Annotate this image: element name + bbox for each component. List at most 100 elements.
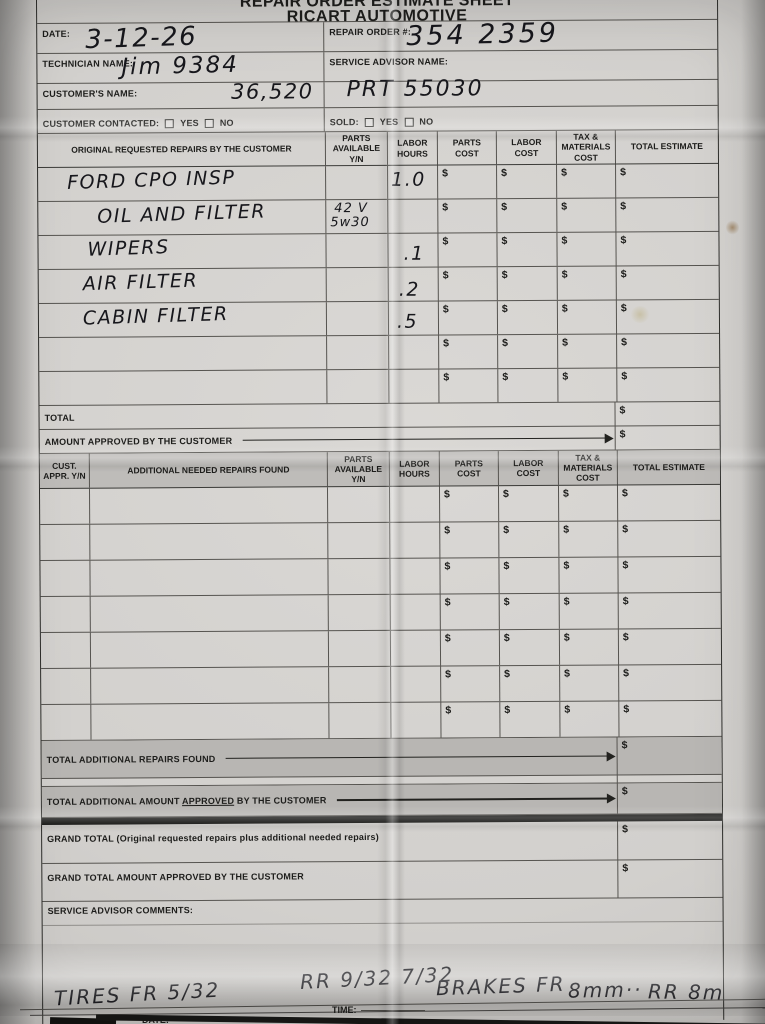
total-additional-label-area: TOTAL ADDITIONAL REPAIRS FOUND xyxy=(42,737,617,778)
dollar-sign: $ xyxy=(620,302,627,315)
total-estimate-cell: $ xyxy=(616,484,721,521)
labor-hours-header: LABOR HOURS xyxy=(388,451,439,486)
labor-hours-cell xyxy=(389,522,440,558)
dollar-sign: $ xyxy=(562,336,568,349)
arrow-line xyxy=(242,437,612,441)
labor-cost-cell: $ xyxy=(499,665,560,702)
repair-description-cell xyxy=(90,667,329,704)
repair-order-label: REPAIR ORDER #: xyxy=(329,26,412,38)
time-field: TIME: xyxy=(332,1005,425,1015)
total-additional-amount-cell: $ xyxy=(616,736,722,775)
grand-total-approved-label-area: GRAND TOTAL AMOUNT APPROVED BY THE CUSTO… xyxy=(42,860,617,901)
additional-repairs-header-row: CUST. APPR. Y/N ADDITIONAL NEEDED REPAIR… xyxy=(39,449,720,489)
sold-no-checkbox xyxy=(404,117,414,127)
sold-field: SOLD: YES NO xyxy=(323,105,718,132)
time-label: TIME: xyxy=(332,1005,357,1015)
dollar-sign: $ xyxy=(622,631,629,644)
dollar-sign: $ xyxy=(623,703,630,716)
sold-no-label: NO xyxy=(419,116,434,127)
grand-total-label: GRAND TOTAL (Original requested repairs … xyxy=(47,831,379,844)
labor-cost-cell: $ xyxy=(498,521,559,558)
dollar-sign: $ xyxy=(445,668,452,681)
total-estimate-cell: $ xyxy=(615,231,719,266)
table-row: WIPERS .1 $ $ $ $ xyxy=(38,231,719,270)
total-estimate-cell: $ xyxy=(615,197,719,232)
total-estimate-cell: $ xyxy=(616,367,720,402)
labor-hours-cell xyxy=(390,702,441,738)
cust-appr-cell xyxy=(41,633,90,668)
repair-order-field: REPAIR ORDER #: 354 2359 xyxy=(323,17,718,53)
parts-cost-cell: $ xyxy=(439,558,499,594)
parts-available-cell xyxy=(328,702,391,739)
arrow-line xyxy=(225,755,614,760)
table-row: AIR FILTER .2 $ $ $ $ xyxy=(38,265,719,304)
repair-description-cell xyxy=(89,631,329,668)
dollar-sign: $ xyxy=(501,269,508,282)
label-underlined-word: APPROVED xyxy=(181,795,235,807)
labor-hours-cell xyxy=(387,199,438,233)
right-shadow xyxy=(741,0,765,1024)
table-row: $ $ $ $ xyxy=(40,592,721,633)
parts-cost-cell: $ xyxy=(440,666,500,702)
repair-description-cell xyxy=(39,370,326,405)
labor-cost-cell: $ xyxy=(496,198,557,233)
original-repairs-header: ORIGINAL REQUESTED REPAIRS BY THE CUSTOM… xyxy=(71,143,292,156)
total-estimate-cell: $ xyxy=(616,333,720,368)
dollar-sign: $ xyxy=(501,201,508,214)
additional-repairs-header: ADDITIONAL NEEDED REPAIRS FOUND xyxy=(88,452,327,488)
dollar-sign: $ xyxy=(619,428,626,441)
dollar-sign: $ xyxy=(442,235,449,248)
repair-description-cell: CABIN FILTER xyxy=(39,302,326,337)
total-estimate-cell: $ xyxy=(618,664,722,701)
labor-hours-cell xyxy=(389,594,440,630)
dollar-sign: $ xyxy=(622,559,629,572)
labor-cost-cell: $ xyxy=(496,300,558,335)
parts-cost-cell: $ xyxy=(437,199,497,233)
table-row: FORD CPO INSP 1.0 $ $ $ $ xyxy=(38,163,719,202)
technician-field: TECHNICIAN NAME: Jim 9384 xyxy=(37,52,323,83)
repair-description-cell xyxy=(89,595,328,632)
repair-description-cell: AIR FILTER xyxy=(39,268,326,303)
total-estimate-cell: $ xyxy=(618,700,722,737)
dollar-sign: $ xyxy=(621,370,628,383)
dollar-sign: $ xyxy=(444,560,451,573)
handwritten-labor-hours: 1.0 xyxy=(391,168,426,191)
dollar-sign: $ xyxy=(619,404,626,417)
dollar-sign: $ xyxy=(504,704,511,717)
dollar-sign: $ xyxy=(502,371,509,384)
tax-materials-cell: $ xyxy=(556,198,616,232)
labor-hours-cell: .5 xyxy=(387,301,439,335)
total-estimate-cell: $ xyxy=(617,628,722,665)
tax-materials-cell: $ xyxy=(556,266,616,300)
grand-total-approved-label: GRAND TOTAL AMOUNT APPROVED BY THE CUSTO… xyxy=(47,871,305,883)
parts-available-cell xyxy=(326,486,390,523)
handwritten-repair: CABIN FILTER xyxy=(82,302,230,330)
dollar-sign: $ xyxy=(561,302,568,315)
labor-hours-cell xyxy=(390,666,441,702)
parts-available-cell xyxy=(327,558,390,595)
labor-cost-cell: $ xyxy=(499,701,560,738)
dollar-sign: $ xyxy=(563,595,570,608)
handwritten-labor-hours: .1 xyxy=(403,242,425,265)
total-additional-repairs-label: TOTAL ADDITIONAL REPAIRS FOUND xyxy=(46,753,216,765)
parts-available-cell xyxy=(328,666,391,703)
dollar-sign: $ xyxy=(622,523,629,536)
cust-appr-cell xyxy=(41,705,90,740)
labor-hours-cell: .1 xyxy=(387,233,438,267)
contacted-no-checkbox xyxy=(204,118,214,128)
cust-appr-cell xyxy=(41,669,90,704)
dollar-sign: $ xyxy=(443,488,450,501)
labor-hours-cell xyxy=(389,630,441,666)
labor-cost-cell: $ xyxy=(496,232,557,267)
dollar-sign: $ xyxy=(621,785,628,798)
tax-materials-header: TAX & MATERIALS COST xyxy=(555,130,616,164)
repair-order-handwritten-value: 354 2359 xyxy=(405,17,560,53)
dollar-sign: $ xyxy=(501,167,507,180)
customer-handwritten-right: PRT 55030 xyxy=(346,76,484,103)
paper-stain xyxy=(726,220,739,235)
customer-name-label: CUSTOMER'S NAME: xyxy=(42,88,138,99)
tax-materials-cell: $ xyxy=(558,593,618,629)
repair-description-cell xyxy=(88,487,328,524)
labor-cost-cell: $ xyxy=(497,334,558,369)
sold-yes-checkbox xyxy=(364,117,374,127)
